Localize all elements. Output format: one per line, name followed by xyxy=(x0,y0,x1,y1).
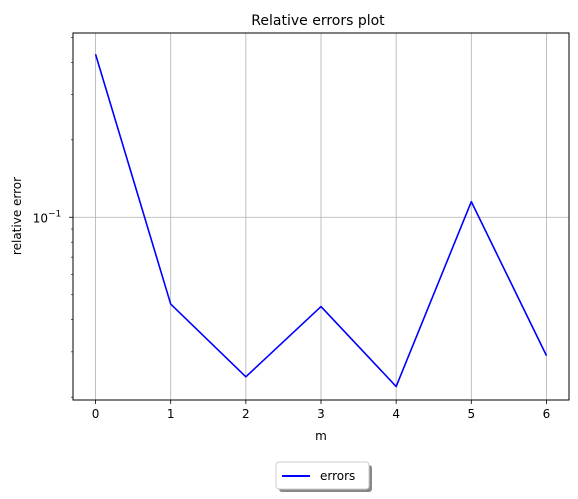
x-tick-label: 1 xyxy=(167,407,175,421)
legend-label-errors: errors xyxy=(320,469,355,483)
legend: errors xyxy=(275,461,372,492)
x-tick-label: 3 xyxy=(317,407,325,421)
x-tick-label: 4 xyxy=(392,407,400,421)
x-tick-label: 0 xyxy=(92,407,100,421)
series-lines xyxy=(94,54,548,388)
x-tick-label: 5 xyxy=(467,407,475,421)
y-axis-label: relative error xyxy=(10,177,24,255)
y-tick-label: 10−1 xyxy=(33,209,62,225)
x-tick-label: 6 xyxy=(543,407,551,421)
x-axis: 0 1 2 3 4 5 6 xyxy=(92,400,551,421)
legend-box xyxy=(275,461,370,490)
chart-title: Relative errors plot xyxy=(251,13,385,29)
grid-lines xyxy=(73,33,569,400)
x-axis-label: m xyxy=(315,429,327,443)
x-tick-label: 2 xyxy=(242,407,250,421)
y-axis: 10−1 xyxy=(33,37,73,398)
series-line-errors xyxy=(94,54,548,388)
